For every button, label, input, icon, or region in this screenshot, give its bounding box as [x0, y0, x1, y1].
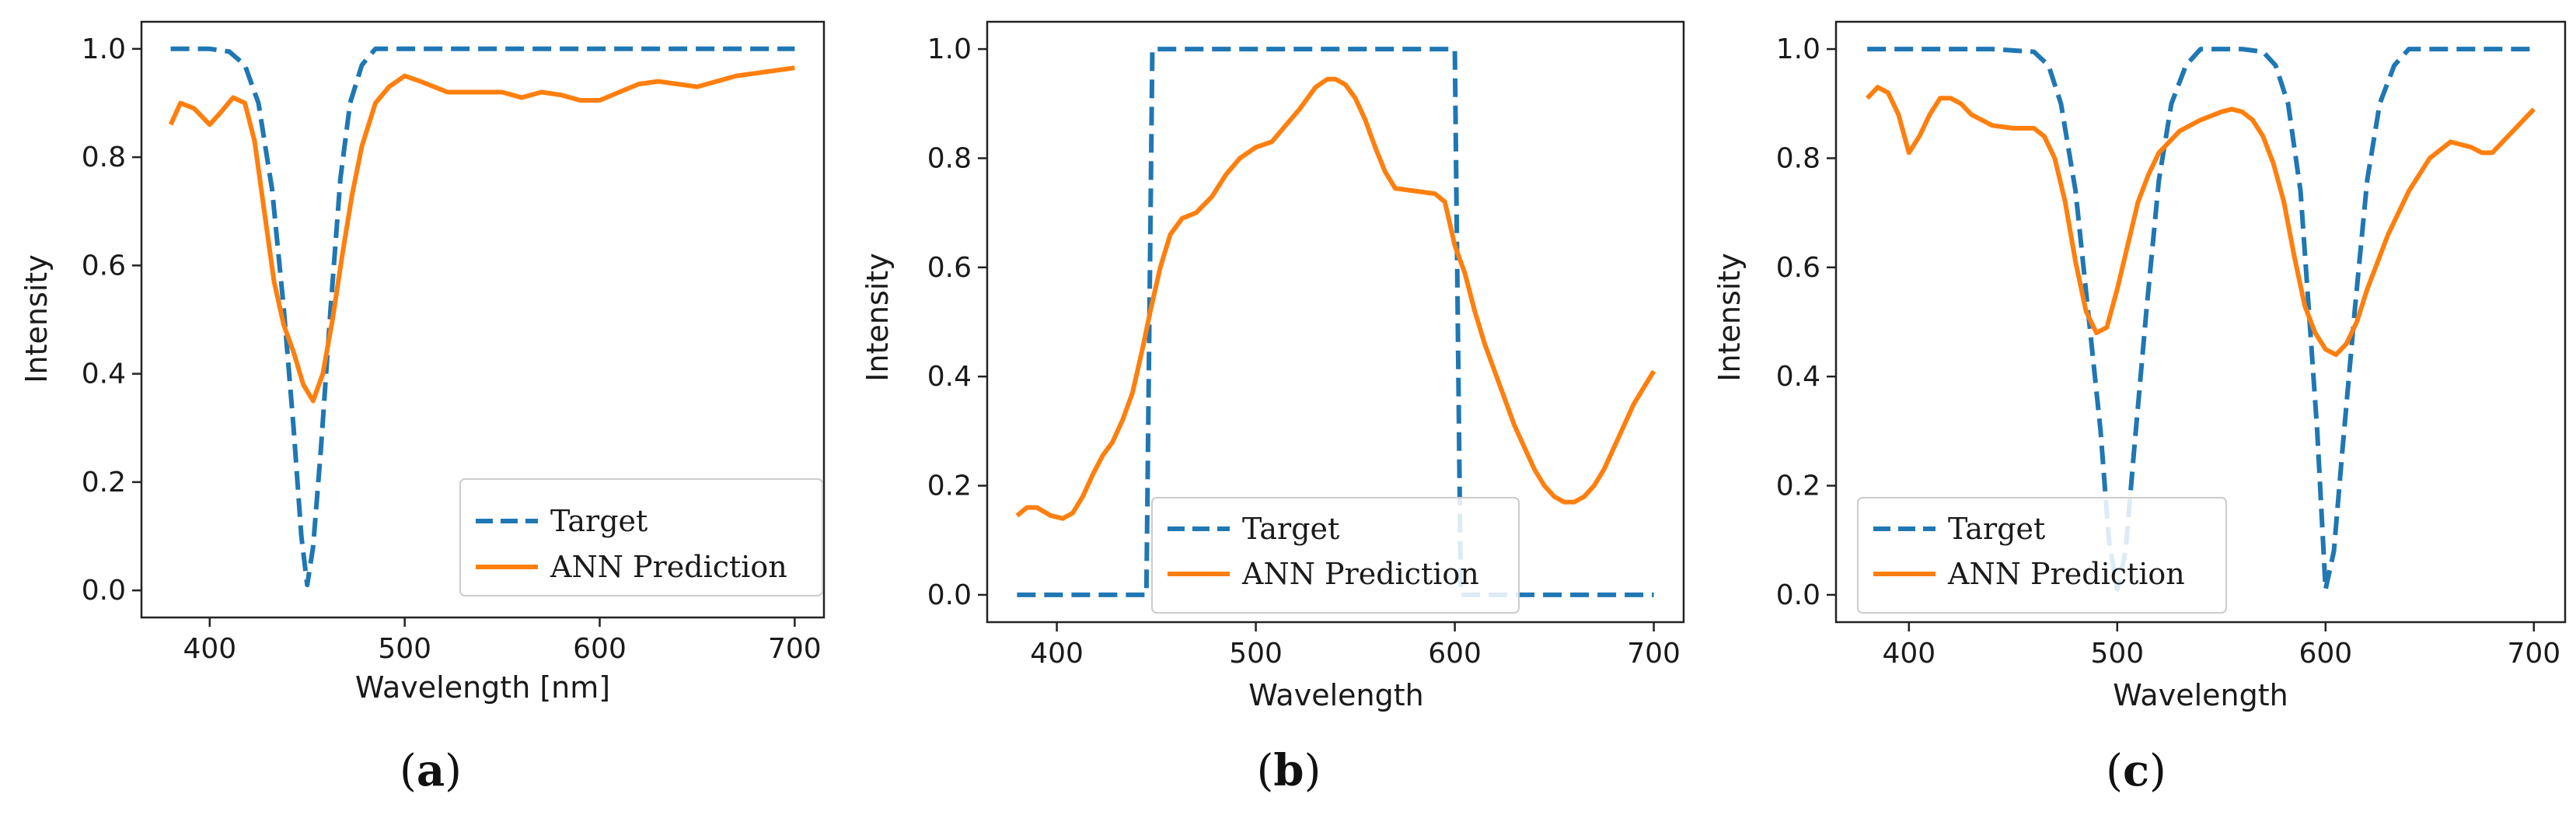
panel-c-xlabel: Wavelength	[2113, 678, 2288, 712]
panel-a-legend: Target ANN Prediction	[459, 478, 823, 596]
panel-a-ylabel: Intensity	[19, 254, 54, 383]
panel-c-ytick-label-1: 0.2	[1776, 470, 1820, 502]
panel-b-ytick-label-4: 0.8	[927, 142, 972, 174]
panel-a-legend-frame	[459, 478, 823, 596]
panel-a-caption-letter: a	[417, 745, 445, 796]
panel-a-legend-target-label: Target	[550, 504, 647, 538]
panel-b-xlabel: Wavelength	[1248, 678, 1423, 712]
panel-c-prediction-line	[1866, 85, 2536, 358]
panel-a-target-line	[170, 46, 795, 588]
panel-c-xtick-label-700: 700	[2507, 638, 2560, 670]
panel-c-legend-frame	[1857, 497, 2227, 614]
panel-b-ytick-label-3: 0.6	[927, 252, 972, 284]
panel-b-caption-letter: b	[1273, 745, 1304, 796]
panel-b-legend-target-label: Target	[1242, 512, 1339, 546]
panel-c-ytick-label-5: 1.0	[1776, 33, 1820, 65]
panel-a: 400 500 600 700 0.0 0.2 0.4 0.6 0.8 1.0 Wavelengt…	[19, 20, 826, 796]
panel-a-xtick-label-500: 500	[378, 633, 431, 665]
panel-b-legend: Target ANN Prediction	[1151, 497, 1520, 614]
panel-b-axes-frame	[986, 20, 1685, 624]
panel-b-ytick-label-0: 0.0	[927, 579, 972, 611]
panel-b-legend-prediction-label: ANN Prediction	[1241, 557, 1479, 591]
panel-a-prediction-line	[168, 65, 795, 404]
panel-a-xlabel: Wavelength [nm]	[355, 670, 610, 705]
panel-a-ytick-label-4: 0.8	[82, 142, 126, 173]
panel-b-ytick-label-2: 0.4	[927, 361, 972, 393]
panel-c-ylabel: Intensity	[1712, 253, 1747, 381]
panel-c-plot-area: 400 500 600 700 0.0 0.2 0.4 0.6 0.8 1.0	[1776, 20, 2567, 670]
panel-a-ytick-label-5: 1.0	[82, 33, 126, 65]
panel-a-xtick-label-400: 400	[183, 633, 236, 665]
panel-b-ytick-label-1: 0.2	[927, 470, 972, 502]
panel-b-ylabel: Intensity	[860, 253, 895, 381]
panel-b-caption: (b)	[1257, 745, 1321, 796]
panel-a-caption: (a)	[400, 745, 462, 796]
panel-c-ytick-label-3: 0.6	[1776, 252, 1820, 284]
panel-a-plot-area: 400 500 600 700 0.0 0.2 0.4 0.6 0.8 1.0	[82, 20, 826, 665]
panel-a-ytick-label-0: 0.0	[82, 575, 126, 607]
panel-c-caption-letter: c	[2123, 745, 2149, 796]
panel-a-ytick-label-2: 0.4	[82, 359, 126, 390]
panel-c-legend: Target ANN Prediction	[1857, 497, 2227, 614]
panel-a-legend-prediction-label: ANN Prediction	[550, 550, 787, 584]
panel-a-axes-frame	[140, 20, 826, 619]
panel-b: 400 500 600 700 0.0 0.2 0.4 0.6 0.8 1.0 Wavelengt…	[860, 20, 1685, 796]
panel-b-xtick-label-600: 600	[1428, 638, 1482, 670]
panel-a-ytick-label-3: 0.6	[82, 250, 126, 282]
panel-b-xtick-label-500: 500	[1229, 638, 1283, 670]
panel-c-ytick-label-4: 0.8	[1776, 142, 1820, 174]
panel-c-legend-target-label: Target	[1948, 512, 2045, 546]
panel-c-ytick-label-0: 0.0	[1776, 579, 1820, 611]
panel-c-ytick-label-2: 0.4	[1776, 361, 1820, 393]
panel-a-xtick-label-600: 600	[573, 633, 627, 665]
panel-b-ytick-label-5: 1.0	[927, 33, 972, 65]
panel-c-xtick-label-600: 600	[2299, 638, 2352, 670]
panel-b-xtick-label-700: 700	[1627, 638, 1681, 670]
panel-a-xtick-label-700: 700	[768, 633, 822, 665]
panel-b-legend-frame	[1151, 497, 1520, 614]
panel-b-xtick-label-400: 400	[1030, 638, 1084, 670]
panel-c-axes-frame	[1834, 20, 2567, 624]
panel-b-prediction-line	[1015, 76, 1656, 521]
panel-c-xtick-label-500: 500	[2090, 638, 2144, 670]
panel-a-ytick-label-1: 0.2	[82, 467, 126, 498]
panel-c-target-line	[1867, 47, 2534, 592]
panel-c-xtick-label-400: 400	[1882, 638, 1935, 670]
panel-c-caption: (c)	[2106, 745, 2166, 796]
panel-c: 400 500 600 700 0.0 0.2 0.4 0.6 0.8 1.0 Wavelengt…	[1712, 20, 2567, 796]
panel-c-legend-prediction-label: ANN Prediction	[1947, 557, 2185, 591]
